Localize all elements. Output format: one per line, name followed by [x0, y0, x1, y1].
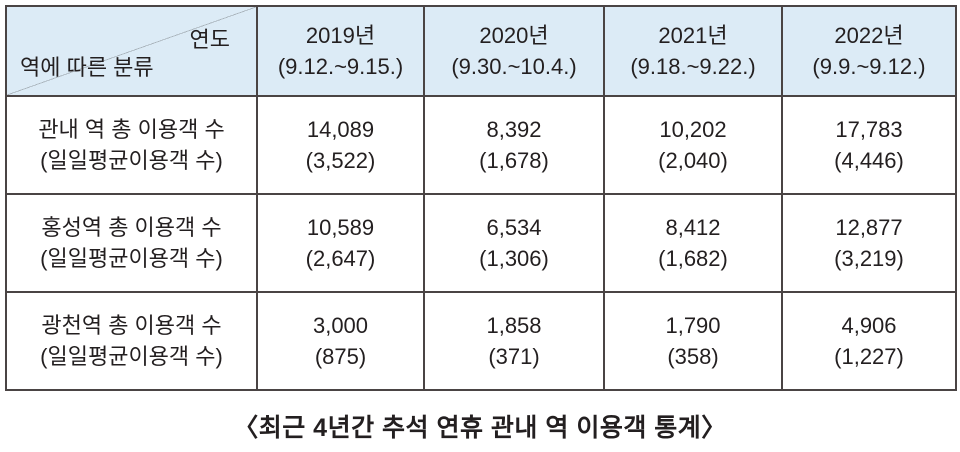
value-cell: 10,202 (2,040) — [603, 95, 783, 195]
row-label-line2: (일일평균이용객 수) — [40, 148, 223, 173]
total-value: 10,202 — [659, 117, 727, 142]
total-value: 1,790 — [665, 313, 721, 338]
table-row-gwangcheon-station: 광천역 총 이용객 수 (일일평균이용객 수) 3,000 (875) 1,85… — [5, 291, 957, 391]
total-value: 8,412 — [665, 215, 721, 240]
table-caption: 〈최근 4년간 추석 연휴 관내 역 이용객 통계〉 — [233, 414, 727, 442]
row-label-cell: 광천역 총 이용객 수 (일일평균이용객 수) — [5, 291, 258, 391]
row-label-line1: 광천역 총 이용객 수 — [41, 313, 222, 338]
total-value: 12,877 — [835, 215, 903, 240]
value-cell: 14,089 (3,522) — [256, 95, 425, 195]
daily-average-value: (3,219) — [834, 246, 904, 271]
year-header-2019: 2019년 (9.12.~9.15.) — [256, 5, 425, 97]
value-cell: 4,906 (1,227) — [781, 291, 957, 391]
daily-average-value: (358) — [667, 344, 719, 369]
year-label: 2020년 — [479, 23, 549, 48]
row-label-line1: 홍성역 총 이용객 수 — [41, 215, 222, 240]
row-label-cell: 홍성역 총 이용객 수 (일일평균이용객 수) — [5, 193, 258, 293]
value-cell: 8,392 (1,678) — [423, 95, 605, 195]
value-cell: 17,783 (4,446) — [781, 95, 957, 195]
daily-average-value: (1,306) — [479, 246, 549, 271]
year-label: 2022년 — [834, 23, 904, 48]
header-row: 연도 역에 따른 분류 2019년 (9.12.~9.15.) 2020년 (9… — [5, 5, 957, 97]
row-label-cell: 관내 역 총 이용객 수 (일일평균이용객 수) — [5, 95, 258, 195]
year-label: 2021년 — [658, 23, 728, 48]
total-value: 4,906 — [841, 313, 897, 338]
value-cell: 10,589 (2,647) — [256, 193, 425, 293]
table-header: 연도 역에 따른 분류 2019년 (9.12.~9.15.) 2020년 (9… — [5, 5, 957, 97]
row-label-line2: (일일평균이용객 수) — [40, 246, 223, 271]
period-label: (9.12.~9.15.) — [277, 54, 404, 79]
period-label: (9.30.~10.4.) — [451, 54, 577, 79]
total-value: 1,858 — [486, 313, 542, 338]
year-label: 2019년 — [305, 23, 376, 48]
total-value: 17,783 — [835, 117, 903, 142]
table-row-hongseong-station: 홍성역 총 이용객 수 (일일평균이용객 수) 10,589 (2,647) 6… — [5, 193, 957, 293]
corner-header-cell: 연도 역에 따른 분류 — [5, 5, 258, 97]
row-label-line1: 관내 역 총 이용객 수 — [38, 117, 225, 142]
daily-average-value: (1,682) — [658, 246, 728, 271]
table-body: 관내 역 총 이용객 수 (일일평균이용객 수) 14,089 (3,522) … — [5, 95, 957, 391]
total-value: 6,534 — [486, 215, 542, 240]
value-cell: 12,877 (3,219) — [781, 193, 957, 293]
daily-average-value: (4,446) — [834, 148, 904, 173]
value-cell: 1,858 (371) — [423, 291, 605, 391]
daily-average-value: (371) — [488, 344, 540, 369]
daily-average-value: (1,678) — [479, 148, 549, 173]
corner-label-year: 연도 — [189, 27, 230, 52]
value-cell: 1,790 (358) — [603, 291, 783, 391]
daily-average-value: (2,040) — [658, 148, 728, 173]
period-label: (9.9.~9.12.) — [812, 54, 926, 79]
daily-average-value: (3,522) — [305, 148, 376, 173]
year-header-2022: 2022년 (9.9.~9.12.) — [781, 5, 957, 97]
table-row-gwannae-total: 관내 역 총 이용객 수 (일일평균이용객 수) 14,089 (3,522) … — [5, 95, 957, 195]
station-usage-table: 연도 역에 따른 분류 2019년 (9.12.~9.15.) 2020년 (9… — [5, 5, 957, 391]
total-value: 10,589 — [306, 215, 375, 240]
daily-average-value: (2,647) — [305, 246, 376, 271]
year-header-2020: 2020년 (9.30.~10.4.) — [423, 5, 605, 97]
daily-average-value: (1,227) — [834, 344, 904, 369]
total-value: 3,000 — [312, 313, 369, 338]
corner-label-station-class: 역에 따른 분류 — [20, 55, 154, 80]
value-cell: 6,534 (1,306) — [423, 193, 605, 293]
total-value: 14,089 — [306, 117, 375, 142]
daily-average-value: (875) — [314, 344, 367, 369]
value-cell: 3,000 (875) — [256, 291, 425, 391]
value-cell: 8,412 (1,682) — [603, 193, 783, 293]
year-header-2021: 2021년 (9.18.~9.22.) — [603, 5, 783, 97]
row-label-line2: (일일평균이용객 수) — [40, 344, 223, 369]
total-value: 8,392 — [486, 117, 542, 142]
period-label: (9.18.~9.22.) — [630, 54, 756, 79]
